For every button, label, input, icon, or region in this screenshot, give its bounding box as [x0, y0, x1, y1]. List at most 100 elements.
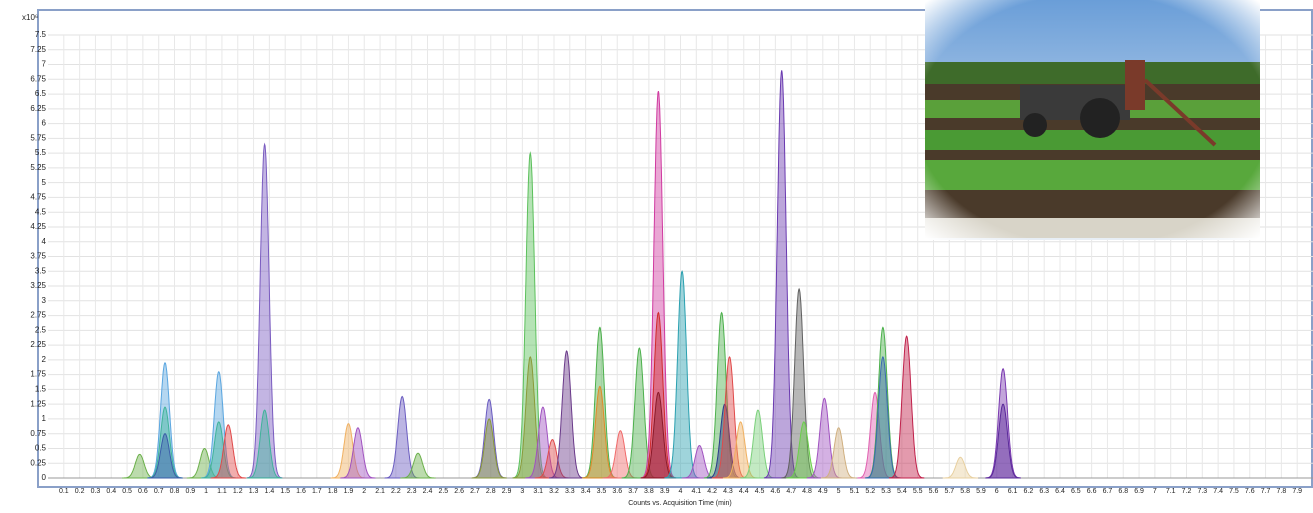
x-tick-label: 4.3	[723, 488, 733, 495]
x-tick-label: 0.6	[138, 488, 148, 495]
x-tick-label: 0.7	[154, 488, 164, 495]
peak	[525, 406, 561, 479]
x-tick-label: 4.6	[771, 488, 781, 495]
peak	[400, 452, 436, 479]
peak	[763, 70, 800, 479]
y-tick-label: 0	[42, 473, 47, 482]
x-axis-label: Counts vs. Acquisition Time (min)	[628, 500, 731, 507]
x-tick-label: 7.6	[1245, 488, 1255, 495]
y-tick-label: 4.75	[30, 193, 46, 202]
peak	[201, 421, 237, 479]
x-tick-label: 4.9	[818, 488, 828, 495]
x-tick-label: 6.5	[1071, 488, 1081, 495]
x-tick-label: 5.1	[850, 488, 860, 495]
peak	[985, 367, 1021, 479]
peak	[210, 424, 246, 479]
peak	[340, 427, 376, 479]
x-tick-label: 1.6	[296, 488, 306, 495]
photo-inset	[925, 0, 1260, 240]
x-tick-label: 4.4	[739, 488, 749, 495]
x-tick-label: 5.2	[865, 488, 875, 495]
x-tick-label: 2.7	[470, 488, 480, 495]
x-tick-label: 1	[204, 488, 208, 495]
peak	[664, 270, 700, 479]
x-tick-label: 7.8	[1277, 488, 1287, 495]
x-tick-label: 1.3	[249, 488, 259, 495]
y-tick-label: 7.5	[35, 30, 47, 39]
x-tick-label: 0.2	[75, 488, 85, 495]
peak	[548, 350, 585, 479]
peak	[147, 433, 183, 479]
x-tick-label: 7.4	[1213, 488, 1223, 495]
peak	[582, 385, 618, 479]
x-tick-label: 2.2	[391, 488, 401, 495]
y-tick-label: 5.5	[35, 148, 47, 157]
y-tick-label: 6.5	[35, 89, 47, 98]
peak	[985, 403, 1021, 479]
x-tick-label: 2.8	[486, 488, 496, 495]
peak	[711, 356, 748, 479]
x-tick-label: 4.8	[802, 488, 812, 495]
y-unit: x10⁶	[22, 13, 38, 22]
peak	[582, 326, 618, 479]
peak	[330, 423, 367, 479]
peak	[384, 395, 420, 479]
x-tick-label: 1.4	[265, 488, 275, 495]
y-tick-label: 4	[42, 237, 47, 246]
x-tick-label: 5	[837, 488, 841, 495]
x-tick-label: 1.9	[344, 488, 354, 495]
x-tick-label: 2.4	[423, 488, 433, 495]
x-tick-label: 3.9	[660, 488, 670, 495]
plot-frame	[37, 9, 1313, 488]
x-tick-label: 0.8	[170, 488, 180, 495]
x-tick-label: 7.3	[1197, 488, 1207, 495]
x-tick-label: 6.8	[1118, 488, 1128, 495]
y-tick-label: 5	[42, 178, 47, 187]
peak	[722, 421, 759, 479]
y-tick-label: 6.25	[30, 104, 46, 113]
peak	[512, 151, 549, 479]
y-tick-label: 7	[42, 60, 47, 69]
y-tick-label: 1	[42, 414, 47, 423]
peak	[471, 418, 507, 479]
x-tick-label: 4.7	[786, 488, 796, 495]
peak	[820, 427, 857, 479]
y-tick-label: 1.5	[35, 385, 47, 394]
y-tick-label: 3	[42, 296, 47, 305]
x-tick-label: 5.7	[944, 488, 954, 495]
x-tick-label: 0.1	[59, 488, 69, 495]
x-tick-label: 4.2	[707, 488, 717, 495]
x-tick-label: 0.5	[122, 488, 132, 495]
y-tick-label: 7.25	[30, 45, 46, 54]
x-tick-label: 3.6	[612, 488, 622, 495]
y-tick-label: 5.25	[30, 163, 46, 172]
peak	[147, 361, 183, 479]
y-tick-label: 2.75	[30, 311, 46, 320]
x-tick-label: 2.9	[502, 488, 512, 495]
peak	[621, 347, 658, 479]
y-tick-label: 1.25	[30, 399, 46, 408]
peak	[602, 430, 639, 479]
x-tick-label: 2.6	[454, 488, 464, 495]
y-tick-label: 2.25	[30, 340, 46, 349]
x-tick-label: 3.1	[533, 488, 543, 495]
x-tick-label: 2.3	[407, 488, 417, 495]
x-tick-label: 3.5	[597, 488, 607, 495]
peak	[186, 447, 223, 479]
y-tick-label: 0.75	[30, 429, 46, 438]
x-tick-label: 7.2	[1182, 488, 1192, 495]
x-tick-label: 3.7	[628, 488, 638, 495]
x-tick-label: 5.5	[913, 488, 923, 495]
x-tick-label: 6.4	[1055, 488, 1065, 495]
x-tick-label: 6.6	[1087, 488, 1097, 495]
x-tick-label: 5.4	[897, 488, 907, 495]
x-tick-label: 6.9	[1134, 488, 1144, 495]
x-tick-label: 2	[362, 488, 366, 495]
x-tick-label: 2.1	[375, 488, 385, 495]
peak	[640, 311, 677, 479]
x-tick-label: 3.4	[581, 488, 591, 495]
x-tick-label: 2.5	[438, 488, 448, 495]
y-tick-label: 4.5	[35, 207, 47, 216]
y-tick-label: 0.5	[35, 444, 47, 453]
